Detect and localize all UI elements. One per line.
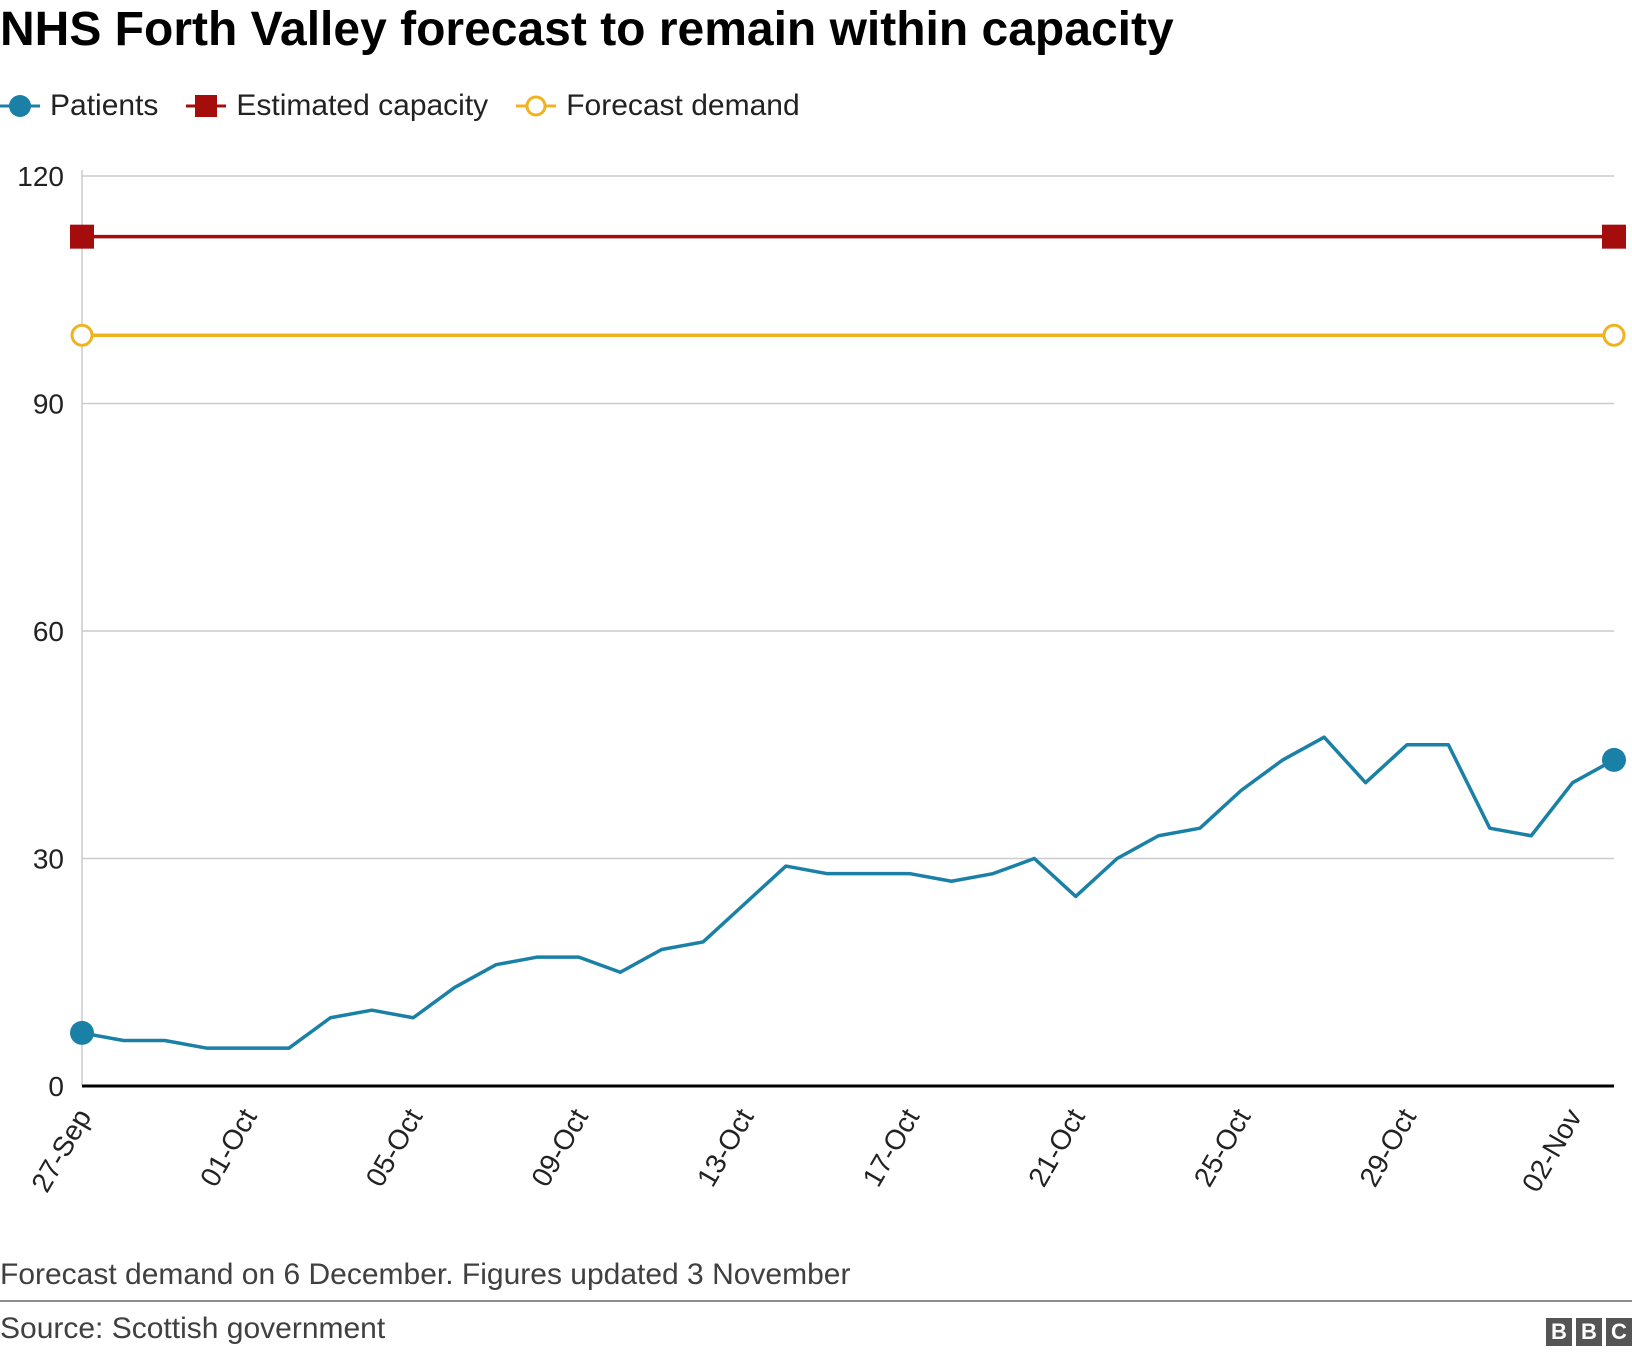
x-tick-label: 27-Sep	[25, 1104, 97, 1198]
legend-label-estimated-capacity: Estimated capacity	[236, 89, 489, 122]
x-tick-label: 05-Oct	[360, 1103, 429, 1191]
chart-legend: Patients Estimated capacity Forecast dem…	[0, 84, 800, 128]
legend-patients-marker-icon	[0, 95, 40, 117]
bbc-logo: B B C	[1546, 1318, 1632, 1346]
line-chart: 0 30 60 90 120 27-Sep 01-Oct 05-Oct 09-Oct 13-Oct…	[17, 161, 1626, 1198]
x-tick-label: 29-Oct	[1353, 1103, 1422, 1191]
chart-title: NHS Forth Valley forecast to remain with…	[0, 3, 1174, 56]
x-tick-label: 17-Oct	[856, 1103, 925, 1191]
y-tick-label: 60	[33, 616, 64, 647]
data-point-forecast-demand	[70, 323, 94, 347]
x-tick-label: 09-Oct	[525, 1103, 594, 1191]
x-tick-label: 13-Oct	[691, 1103, 760, 1191]
chart-footnote: Forecast demand on 6 December. Figures u…	[0, 1258, 851, 1291]
data-point-estimated-capacity	[70, 224, 94, 249]
legend-item-patients: Patients	[0, 89, 158, 123]
x-tick-label: 01-Oct	[194, 1103, 263, 1191]
y-tick-label: 90	[33, 389, 64, 420]
bbc-logo-letter: C	[1606, 1318, 1632, 1346]
bbc-logo-letter: B	[1546, 1318, 1572, 1346]
y-tick-label: 0	[48, 1071, 64, 1102]
data-point-patients	[1602, 747, 1626, 772]
x-tick-label: 02-Nov	[1516, 1104, 1588, 1198]
y-tick-label: 30	[33, 844, 64, 875]
data-point-patients	[70, 1020, 94, 1045]
legend-capacity-marker-icon	[186, 95, 227, 117]
legend-label-patients: Patients	[50, 89, 159, 122]
bbc-logo-letter: B	[1576, 1318, 1602, 1346]
legend-demand-marker-icon	[516, 95, 557, 117]
data-point-estimated-capacity	[1602, 224, 1626, 249]
chart-source: Source: Scottish government	[0, 1312, 386, 1345]
footer-divider	[0, 1300, 1632, 1302]
series-line-patients	[81, 735, 1615, 1050]
data-point-forecast-demand	[1602, 323, 1626, 347]
x-tick-label: 21-Oct	[1022, 1103, 1091, 1191]
legend-item-estimated-capacity: Estimated capacity	[186, 89, 488, 123]
legend-item-forecast-demand: Forecast demand	[516, 89, 800, 123]
y-tick-label: 120	[17, 161, 64, 192]
legend-label-forecast-demand: Forecast demand	[566, 89, 800, 122]
x-tick-label: 25-Oct	[1188, 1103, 1257, 1191]
